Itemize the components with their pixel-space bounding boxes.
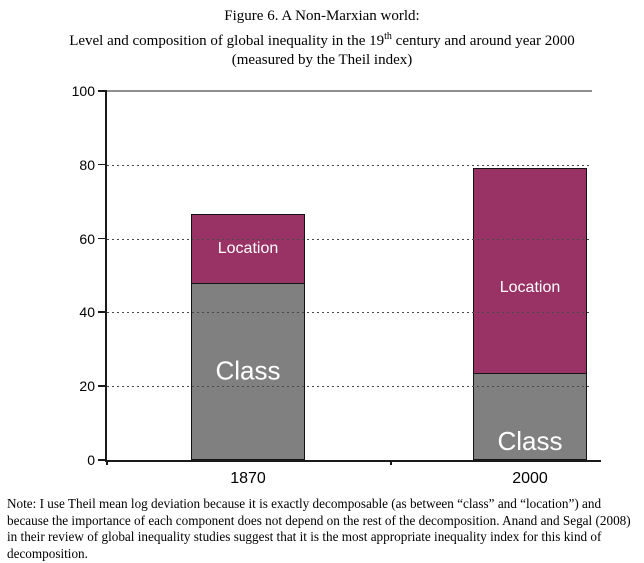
gridline-80	[107, 164, 592, 166]
gridline-20	[107, 386, 592, 388]
plot-area: Location Class Location Class 1870 2000 …	[72, 84, 601, 487]
bar-2000-class-label: Class	[497, 426, 563, 456]
y-axis-tick-80	[98, 163, 107, 166]
y-tick-label-40: 40	[79, 304, 95, 321]
x-axis-line	[105, 460, 601, 462]
bar-1870: Location Class	[191, 214, 305, 460]
gridline-100	[107, 90, 592, 92]
y-axis-tick-60	[98, 237, 107, 240]
figure-title: Figure 6. A Non-Marxian world: Level and…	[0, 7, 644, 71]
x-axis-tick	[106, 460, 108, 465]
bar-2000-location-label: Location	[499, 278, 561, 296]
y-tick-label-100: 100	[71, 83, 95, 99]
y-axis-tick-40	[98, 311, 107, 313]
y-axis-tick-0	[98, 459, 107, 461]
bar-1870-location-label: Location	[217, 240, 279, 258]
bar-2000-class-segment: Class	[473, 373, 587, 460]
y-axis-tick-20	[98, 385, 107, 387]
y-tick-label-60: 60	[79, 230, 95, 247]
y-axis-tick-100	[98, 90, 107, 92]
y-axis-line	[105, 90, 107, 462]
bar-1870-location-segment: Location	[191, 214, 305, 285]
figure-title-line3: (measured by the Theil index)	[231, 52, 413, 68]
x-axis-tick	[390, 460, 392, 465]
category-label-2000: 2000	[512, 470, 548, 487]
y-tick-label-80: 80	[79, 156, 95, 173]
category-label-1870: 1870	[230, 470, 266, 487]
gridline-60	[107, 238, 592, 240]
superscript-th: th	[384, 30, 392, 42]
figure-title-line1: Figure 6. A Non-Marxian world:	[224, 8, 420, 24]
bar-1870-class-label: Class	[215, 355, 281, 386]
bar-1870-class-segment: Class	[191, 282, 305, 460]
note-text: Note: I use Theil mean log deviation bec…	[7, 496, 631, 561]
bar-2000-location-segment: Location	[473, 168, 587, 375]
y-tick-label-20: 20	[79, 378, 95, 395]
y-tick-label-0: 0	[87, 452, 95, 468]
gridline-40	[107, 312, 592, 314]
bar-2000: Location Class	[473, 168, 587, 460]
figure-title-line2: Level and composition of global inequali…	[69, 30, 575, 49]
